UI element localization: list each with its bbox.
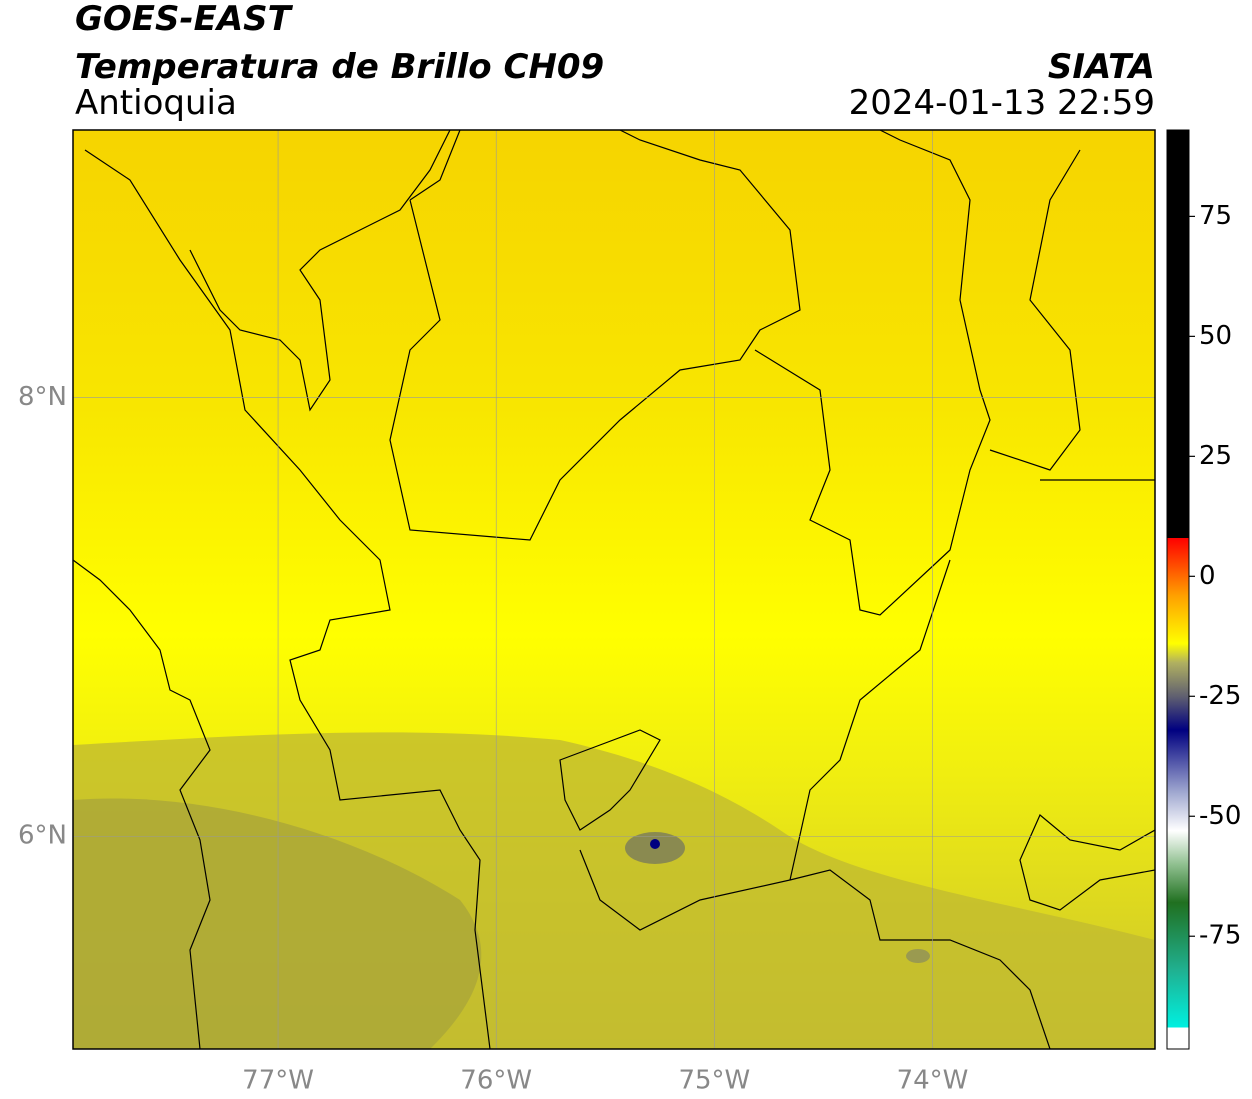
border <box>559 729 661 831</box>
x-tick-label: 77°W <box>242 1066 314 1096</box>
border <box>989 149 1155 481</box>
colorbar-tick-label: -50 <box>1199 801 1241 831</box>
colorbar-tick-label: 25 <box>1199 441 1232 471</box>
border <box>84 149 491 1049</box>
cold-core <box>650 839 660 849</box>
x-tick-label: 74°W <box>897 1066 969 1096</box>
colorbar-tick-label: 0 <box>1199 561 1216 591</box>
cloud-region <box>73 798 482 1049</box>
colorbar-tick-label: -75 <box>1199 921 1241 951</box>
colorbar-tick-label: 75 <box>1199 201 1232 231</box>
grid <box>73 130 1155 1049</box>
border <box>754 130 991 616</box>
coast <box>73 559 211 1049</box>
border <box>1019 814 1155 911</box>
datetime: 2024-01-13 22:59 <box>849 83 1155 123</box>
colorbar-tick-label: -25 <box>1199 681 1241 711</box>
coast <box>189 130 451 412</box>
cold-cell <box>906 949 930 963</box>
y-tick-label: 6°N <box>18 821 67 851</box>
map-field <box>73 130 1155 1049</box>
colorbar <box>1166 129 1190 1050</box>
product: Temperatura de Brillo CH09 <box>75 47 604 87</box>
border <box>579 559 1051 1049</box>
x-tick-label: 75°W <box>678 1066 750 1096</box>
x-tick-label: 76°W <box>460 1066 532 1096</box>
y-tick-label: 8°N <box>18 382 67 412</box>
map-frame <box>72 129 1156 1050</box>
agency: SIATA <box>1048 47 1155 87</box>
border <box>389 130 801 541</box>
colorbar-tick-label: 50 <box>1199 321 1232 351</box>
title: GOES-EAST <box>75 0 294 39</box>
region: Antioquia <box>75 83 237 123</box>
